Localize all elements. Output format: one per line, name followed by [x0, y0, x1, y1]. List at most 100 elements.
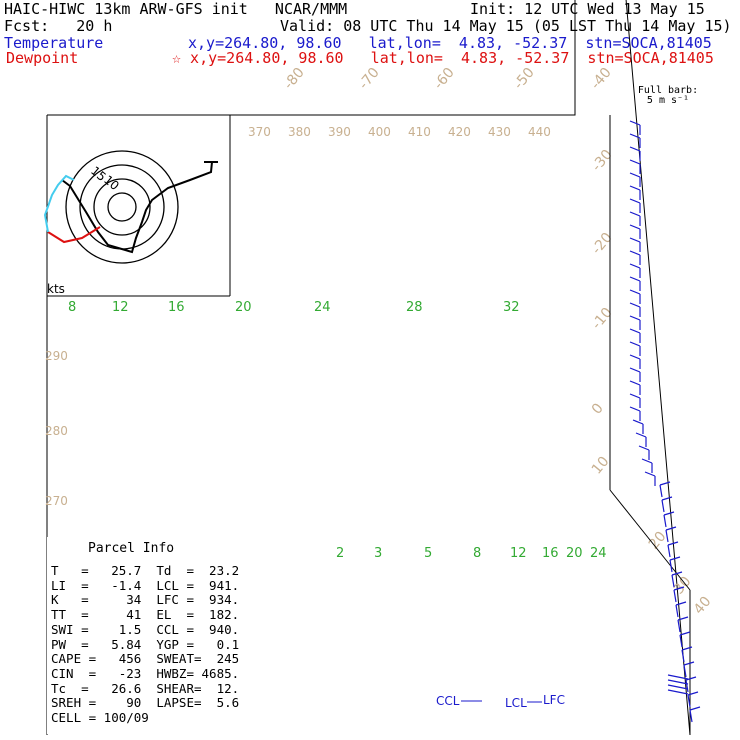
wind-barb-flag [667, 541, 679, 546]
isotherm-label: -20 [589, 230, 616, 258]
wind-barb-flag [635, 432, 647, 438]
wind-barb-flag [629, 341, 641, 347]
parcel-info-row: CAPE = 456 SWEAT= 245 [51, 651, 240, 667]
wind-barb-flag [629, 367, 641, 373]
moist-adiabat-label: 24 [314, 300, 331, 315]
parcel-info-row: SREH = 90 LAPSE= 5.6 [51, 695, 240, 711]
parcel-info-row: LI = -1.4 LCL = 941. [51, 577, 240, 593]
wind-barb-flag [629, 302, 641, 308]
mixing-ratio-label: 12 [510, 546, 527, 561]
mixing-ratio-label: 2 [336, 546, 344, 561]
moist-adiabat-label: 8 [68, 300, 76, 315]
isotherm-label: -50 [511, 65, 538, 93]
wind-barb-flag [661, 496, 673, 501]
parcel-info-row: T = 25.7 Td = 23.2 [51, 563, 240, 578]
theta-label: 380 [288, 125, 311, 139]
wind-barb-staff [671, 574, 675, 588]
mixing-ratio-label: 16 [542, 546, 559, 561]
wind-barb-flag [629, 393, 641, 399]
wind-barb-flag [629, 406, 641, 412]
theta-label: 430 [488, 125, 511, 139]
isotherm-label: -40 [588, 65, 615, 93]
theta-label: 440 [528, 125, 551, 139]
wind-barb-staff [669, 559, 673, 573]
ccl-marker-label: CCL [436, 694, 460, 708]
isotherm-label: -80 [281, 65, 308, 93]
isotherm-label: -60 [431, 65, 458, 93]
wind-barb-flag [659, 481, 671, 486]
wind-barb-cluster [667, 679, 689, 685]
wind-barb-flag [681, 646, 693, 651]
wind-barb-staff [677, 619, 681, 633]
mixing-ratio-label: 24 [590, 546, 607, 561]
wind-barb-staff [663, 514, 667, 528]
wind-barb-flag [677, 616, 689, 621]
dewpoint-station-info: ☆ x,y=264.80, 98.60 lat,lon= 4.83, -52.3… [172, 49, 714, 67]
hodograph-ring [107, 192, 137, 222]
wind-barb-staff [659, 484, 663, 498]
theta-label: 400 [368, 125, 391, 139]
wind-barb-flag [675, 601, 687, 606]
wind-barb-flag [632, 419, 644, 425]
hodograph-trace-red [47, 226, 101, 244]
wind-barb-flag [671, 571, 683, 576]
wind-barb-staff [673, 589, 677, 603]
wind-barb-flag [665, 526, 677, 531]
isotherm-label: -10 [589, 305, 616, 333]
barb-legend: Full barb: 5 m s⁻¹ [632, 86, 704, 106]
theta-label: 410 [408, 125, 431, 139]
wind-barb-flag [663, 511, 675, 516]
wind-barb-flag [629, 185, 641, 191]
mixing-ratio-label: 8 [473, 546, 481, 561]
barb-axis-skew [609, 489, 691, 591]
isotherm-label: 0 [589, 400, 607, 417]
wind-barb-flag [629, 250, 641, 256]
wind-barb-staff [675, 604, 679, 618]
wind-barb-flag [679, 631, 691, 636]
wind-barb-staff [667, 544, 671, 558]
temperature-legend-label: Temperature [4, 34, 104, 52]
lfc-marker-label: LFC [543, 693, 565, 707]
wind-barb-flag [673, 586, 685, 591]
parcel-info-row: Tc = 26.6 SHEAR= 12. [51, 680, 240, 696]
wind-barb-staff [661, 499, 665, 513]
wind-barb-flag [629, 315, 641, 321]
wind-barb-flag [629, 120, 641, 126]
wind-barb-staff [679, 634, 683, 648]
moist-adiabat-label: 28 [406, 300, 423, 315]
theta-label: 370 [248, 125, 271, 139]
wind-barb-flag [641, 458, 653, 464]
temperature-station-info: x,y=264.80, 98.60 lat,lon= 4.83, -52.37 … [188, 34, 712, 52]
parcel-info-row: CELL = 100/09 [51, 710, 149, 725]
parcel-info-row: PW = 5.84 YGP = 0.1 [51, 636, 240, 652]
isotherm-label: 40 [691, 594, 715, 618]
parcel-info-panel: Parcel Info T = 25.7 Td = 23.2 LI = -1.4 … [47, 537, 245, 734]
parcel-info-row: CIN = -23 HWBZ= 4685. [51, 665, 240, 681]
wind-barb-flag [629, 224, 641, 230]
forecast-hour: Fcst: 20 h [4, 17, 113, 35]
lcl-marker-label: LCL [505, 696, 527, 710]
wind-barb-staff [683, 664, 687, 678]
theta-label: 390 [328, 125, 351, 139]
wind-barb-staff [687, 694, 691, 708]
model-title: HAIC-HIWC 13km ARW-GFS init NCAR/MMM [4, 0, 348, 18]
isotherm-label: -70 [356, 65, 383, 93]
isotherm-label: -30 [589, 147, 616, 175]
adiabat-label: 290 [45, 349, 68, 363]
moist-adiabat-label: 16 [168, 300, 185, 315]
wind-barb-staff [689, 709, 693, 723]
wind-barb-flag [629, 276, 641, 282]
hodograph-trace-cyan [43, 174, 75, 233]
barb-legend-line1: Full barb: [637, 85, 699, 96]
wind-barb-flag [689, 706, 701, 711]
wind-barb-flag [629, 354, 641, 360]
mixing-ratio-label: 20 [566, 546, 583, 561]
wind-barb-flag [669, 556, 681, 561]
wind-barb-staff [685, 679, 689, 693]
wind-barb-flag [644, 471, 656, 477]
mixing-ratio-label: 5 [424, 546, 432, 561]
hodograph-trace-black [61, 161, 213, 254]
wind-barb-flag [629, 133, 641, 139]
wind-barb-flag [629, 159, 641, 165]
